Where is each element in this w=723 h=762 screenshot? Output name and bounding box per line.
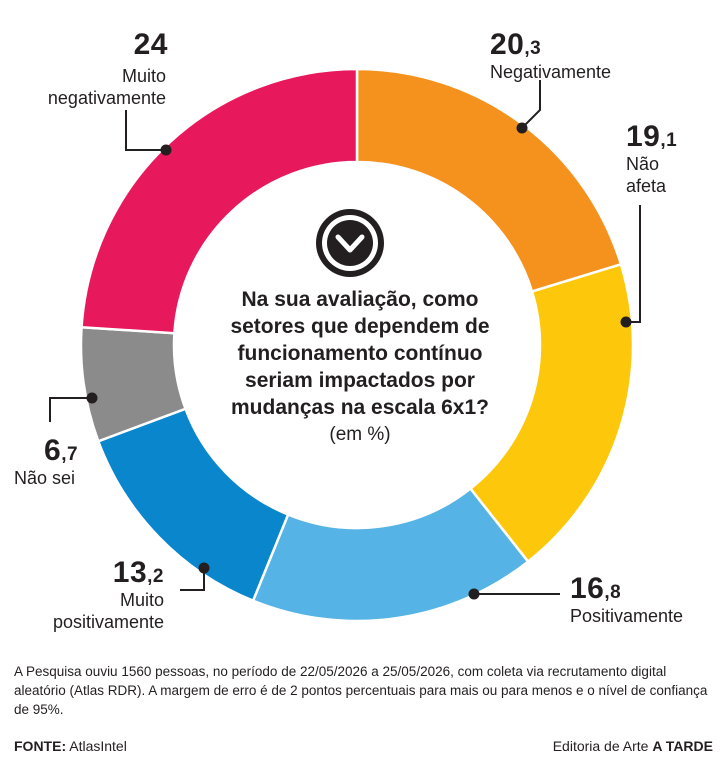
credit-line: Editoria de Arte A TARDE <box>553 738 713 754</box>
label-value: 24 <box>133 28 168 61</box>
label-negativamente: 20,3 Negativamente <box>490 30 611 83</box>
donut-svg <box>49 67 641 623</box>
label-positivamente: 16,8 Positivamente <box>570 574 683 627</box>
chart-unit: (em %) <box>329 424 391 445</box>
source-value: AtlasIntel <box>69 738 127 754</box>
label-text: Muito negativamente <box>47 66 166 108</box>
source-label: FONTE: <box>14 738 67 754</box>
label-muito-negativamente: 24 <box>108 30 168 60</box>
label-text: Negativamente <box>490 62 612 82</box>
label-muito-negativamente-text: Muito negativamente <box>44 64 166 109</box>
donut-slice-negativamente <box>355 67 623 294</box>
label-text: Positivamente <box>570 606 684 626</box>
leader-nao-sei <box>49 397 92 422</box>
donut-chart: 24 Muito negativamente 20,3 Negativament… <box>14 30 683 633</box>
label-muito-positivamente: 13,2 Muito positivamente <box>36 558 164 633</box>
leader-nao-afeta-dot <box>620 316 632 328</box>
label-nao-sei: 6,7 Não sei <box>14 436 78 489</box>
donut-hole <box>175 163 539 527</box>
leader-muito-positivamente-dot <box>198 562 210 574</box>
chart-question: Na sua avaliação, como setores que depen… <box>230 288 490 419</box>
chevron-down-icon <box>316 209 384 277</box>
credit-brand: A TARDE <box>652 738 713 754</box>
chart-title: Na sua avaliação, como setores que depen… <box>200 286 520 448</box>
label-text: Não afeta <box>626 154 667 196</box>
label-value: 16,8 <box>570 572 622 605</box>
methodology-note: A Pesquisa ouviu 1560 pessoas, no períod… <box>14 664 708 717</box>
label-value: 13,2 <box>112 556 164 589</box>
label-text: Muito positivamente <box>52 590 164 632</box>
leader-muito-negativamente-dot <box>160 144 172 156</box>
label-value: 20,3 <box>490 28 542 61</box>
credit-prefix: Editoria de Arte <box>552 738 649 754</box>
label-value: 19,1 <box>626 120 678 153</box>
label-value: 6,7 <box>44 434 79 467</box>
source-line: FONTE: AtlasIntel <box>14 738 127 754</box>
leader-negativamente <box>521 80 541 129</box>
label-text: Não sei <box>14 468 76 488</box>
leader-negativamente-dot <box>516 122 528 134</box>
leader-muito-negativamente <box>125 110 166 151</box>
donut-slice-muito-negativamente <box>80 67 359 335</box>
leader-muito-positivamente <box>180 568 205 591</box>
leader-positivamente-dot <box>468 588 480 600</box>
leader-nao-sei-dot <box>86 392 98 404</box>
label-nao-afeta: 19,1 Não afeta <box>626 122 677 197</box>
